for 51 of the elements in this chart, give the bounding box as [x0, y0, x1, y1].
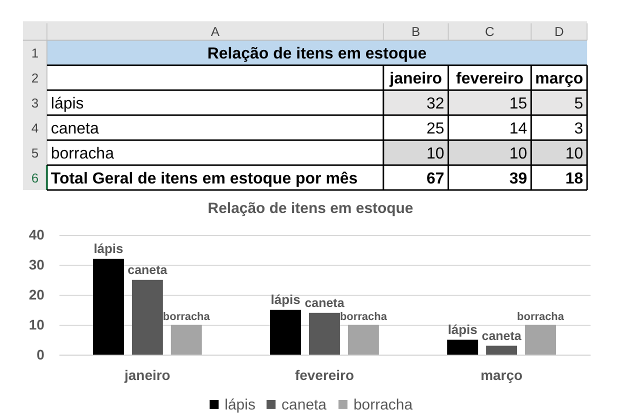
data-label: 25 [426, 120, 444, 138]
y-tick-label: 20 [28, 286, 45, 302]
y-tick-label: lápis [50, 96, 84, 113]
data-label: 67 [426, 170, 444, 188]
text: 1 [31, 46, 39, 61]
text: C [485, 24, 494, 39]
x-tick-label: fevereiro [294, 367, 354, 384]
data-label: caneta [482, 328, 522, 343]
text: 4 [31, 120, 39, 136]
text: A [210, 24, 220, 39]
data-label: 10 [426, 146, 444, 163]
text: 3 [31, 96, 39, 111]
data-label: 15 [509, 96, 528, 113]
y-tick-label: Total Geral de itens em estoque por mês [50, 170, 358, 188]
data-label: 3 [574, 120, 584, 138]
y-tick-label: borracha [50, 146, 114, 163]
text: 2 [31, 70, 39, 86]
text: 5 [31, 146, 39, 161]
legend-label: caneta [282, 396, 328, 414]
data-label: 39 [509, 170, 528, 188]
text: B [412, 24, 420, 39]
data-label: caneta [304, 296, 346, 310]
data-label: lápis [94, 240, 124, 256]
y-tick-label: 10 [28, 316, 45, 332]
y-tick-label: 30 [28, 256, 45, 272]
y-tick-label: 0 [36, 346, 45, 362]
y-tick-label: 40 [28, 226, 45, 242]
x-tick-label: março [535, 70, 584, 88]
data-label: 10 [565, 146, 584, 163]
data-label: 5 [574, 96, 584, 113]
data-label: lápis [270, 292, 300, 307]
data-label: caneta [128, 262, 168, 277]
legend-label: borracha [353, 396, 414, 414]
x-tick-label: fevereiro [456, 70, 524, 88]
data-label: 18 [565, 170, 584, 188]
data-label: lápis [448, 322, 478, 337]
data-label: 14 [509, 120, 528, 138]
chart-title: Relação de itens em estoque [208, 200, 414, 217]
text: 6 [31, 170, 39, 186]
data-label: borracha [517, 310, 565, 323]
legend-label: lápis [224, 396, 256, 414]
data-label: borracha [162, 310, 211, 323]
text: D [554, 24, 564, 39]
y-tick-label: caneta [50, 120, 99, 138]
x-tick-label: janeiro [388, 70, 442, 88]
data-label: 10 [509, 146, 528, 163]
data-label: borracha [340, 310, 388, 323]
x-tick-label: janeiro [124, 367, 170, 384]
data-label: 32 [426, 96, 444, 113]
chart-title: Relação de itens em estoque [207, 46, 427, 63]
x-tick-label: março [480, 367, 523, 384]
